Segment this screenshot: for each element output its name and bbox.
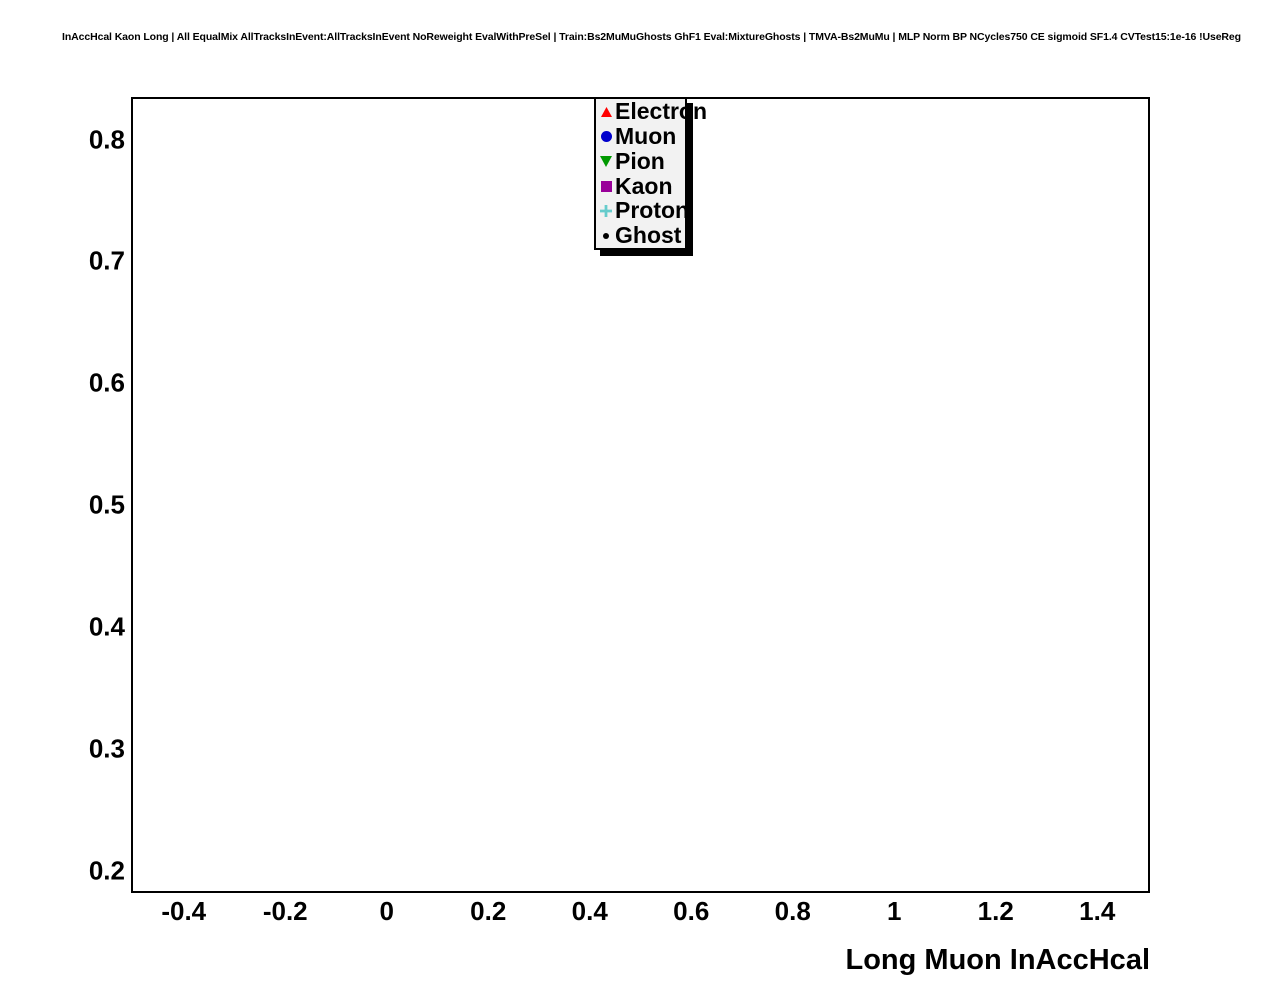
- x-axis-tick-label: -0.2: [262, 896, 308, 926]
- y-axis-tick-label: 0.6: [88, 367, 125, 398]
- legend-label: Ghost: [615, 222, 682, 249]
- x-axis-tick-label: -0.4: [161, 896, 207, 926]
- cross-marker: [598, 201, 614, 221]
- triangle-up-marker: [598, 102, 614, 122]
- triangle-down-marker: [598, 151, 614, 171]
- y-axis-labels: 0.2 0.3 0.4 0.5 0.6 0.7 0.8: [61, 97, 125, 893]
- y-axis-tick-label: 0.7: [88, 245, 125, 276]
- legend-label: Kaon: [615, 172, 673, 199]
- legend-label: Proton: [615, 197, 690, 224]
- legend-entry-muon[interactable]: Muon: [598, 124, 683, 149]
- x-axis-tick-label: 0.2: [470, 896, 507, 926]
- x-axis-tick-label: 1: [887, 896, 902, 926]
- legend-entry-electron[interactable]: Electron: [598, 99, 707, 124]
- circle-marker: [598, 126, 614, 146]
- legend-label: Electron: [615, 98, 708, 124]
- dot-marker: [598, 226, 614, 246]
- y-axis-tick-label: 0.5: [88, 489, 125, 520]
- x-axis-tick-label: 0.6: [673, 896, 710, 926]
- page-title: InAccHcal Kaon Long | All EqualMix AllTr…: [62, 31, 1241, 43]
- x-axis-tick-label: 1.2: [977, 896, 1014, 926]
- x-axis-tick-label: 1.4: [1079, 896, 1116, 926]
- legend-entry-pion[interactable]: Pion: [598, 149, 683, 174]
- square-marker: [598, 176, 614, 196]
- legend[interactable]: Electron Muon Pion Kaon Proton Ghost: [594, 97, 707, 250]
- x-axis-tick-label: 0: [379, 896, 394, 926]
- legend-entry-ghost[interactable]: Ghost: [598, 223, 683, 248]
- y-axis-tick-label: 0.4: [88, 611, 125, 642]
- x-axis-title: Long Muon InAccHcal: [845, 944, 1151, 976]
- legend-label: Pion: [615, 147, 665, 174]
- x-axis-tick-label: 0.4: [571, 896, 608, 926]
- y-axis-tick-label: 0.3: [88, 733, 125, 764]
- legend-entry-kaon[interactable]: Kaon: [598, 174, 683, 199]
- legend-label: Muon: [615, 122, 677, 149]
- y-axis-tick-label: 0.8: [88, 124, 125, 155]
- legend-entry-proton[interactable]: Proton: [598, 198, 689, 223]
- x-axis-tick-label: 0.8: [774, 896, 811, 926]
- x-axis-labels: -0.4 -0.2 0 0.2 0.4 0.6 0.8 1 1.2 1.4: [133, 896, 1148, 936]
- y-axis-tick-label: 0.2: [88, 855, 125, 886]
